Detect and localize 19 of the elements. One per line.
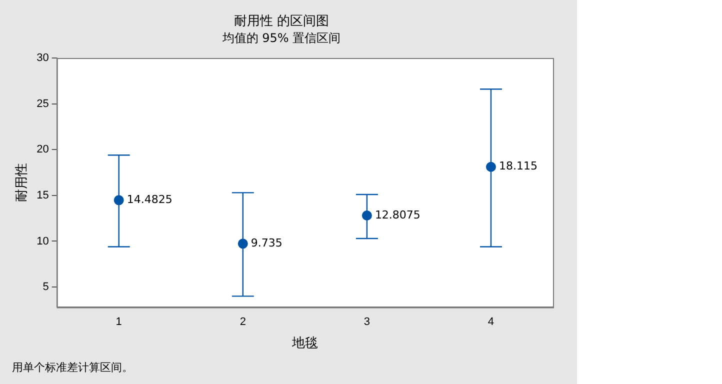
y-tick-label: 5	[42, 281, 49, 294]
y-axis-title: 耐用性	[13, 163, 28, 202]
y-tick-label: 15	[36, 189, 49, 202]
chart-subtitle: 均值的 95% 置信区间	[221, 30, 341, 45]
data-label: 12.8075	[374, 208, 420, 222]
text: 用单个标准差计算区间。	[12, 360, 133, 375]
y-tick-label: 10	[36, 235, 49, 248]
data-label: 9.735	[250, 236, 282, 250]
x-tick-label: 4	[488, 316, 494, 328]
data-label: 14.4825	[126, 193, 172, 206]
data-label: 18.115	[498, 160, 538, 173]
chart-title: 耐用性 的区间图	[234, 14, 330, 30]
x-tick-label: 3	[364, 316, 370, 328]
y-tick-label: 30	[36, 52, 49, 64]
x-axis-title: 地毯	[290, 334, 318, 350]
y-tick-label: 20	[36, 144, 49, 156]
x-tick-label: 2	[240, 316, 246, 328]
y-tick-label: 25	[36, 98, 49, 110]
x-tick-label: 1	[116, 316, 122, 328]
